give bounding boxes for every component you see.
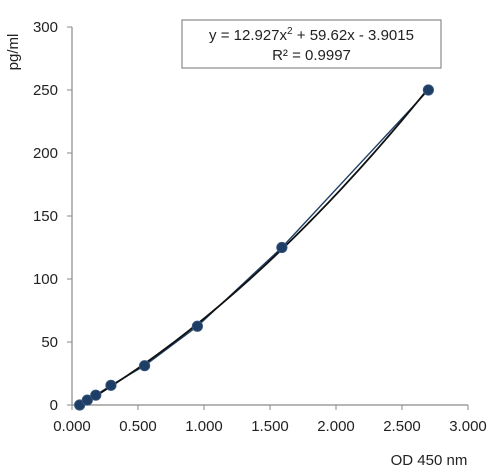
equation-box: y = 12.927x2 + 59.62x - 3.9015 R² = 0.99… [181, 19, 442, 69]
x-axis-title: OD 450 nm [391, 452, 468, 469]
x-tick-label: 2.000 [317, 418, 355, 435]
y-ticks: 0 50 100 150 200 250 300 [33, 19, 72, 414]
y-tick-label: 250 [33, 82, 58, 99]
x-tick-label: 3.000 [449, 418, 487, 435]
y-tick-label: 0 [50, 397, 58, 414]
y-axis-title: pg/ml [5, 34, 22, 71]
y-tick-label: 150 [33, 208, 58, 225]
x-tick-label: 1.500 [251, 418, 289, 435]
data-point [276, 241, 288, 254]
data-connector-line [79, 89, 429, 406]
equation-main: y = 12.927x [209, 27, 287, 44]
equation-box-border [181, 19, 442, 69]
y-tick-label: 300 [33, 19, 58, 36]
data-point [105, 379, 117, 391]
r-squared-text: R² = 0.9997 [272, 47, 351, 64]
x-tick-label: 0.500 [119, 418, 157, 435]
trendline [79, 87, 430, 406]
y-tick-label: 50 [41, 334, 58, 351]
data-point [81, 394, 93, 406]
data-point [90, 389, 102, 401]
equation-superscript: 2 [287, 26, 293, 37]
data-point [139, 360, 151, 372]
x-tick-label: 2.500 [383, 418, 421, 435]
y-tick-label: 100 [33, 271, 58, 288]
data-point [191, 320, 203, 332]
x-tick-label: 1.000 [185, 418, 223, 435]
data-point [422, 84, 434, 96]
x-tick-label: 0.000 [53, 418, 91, 435]
y-tick-label: 200 [33, 145, 58, 162]
equation-rest: + 59.62x - 3.9015 [293, 27, 414, 44]
equation-text: y = 12.927x2 + 59.62x - 3.9015 [209, 26, 414, 44]
series-layer [74, 84, 434, 411]
x-ticks: 0.000 0.500 1.000 1.500 2.000 2.500 3.000 [53, 405, 487, 435]
